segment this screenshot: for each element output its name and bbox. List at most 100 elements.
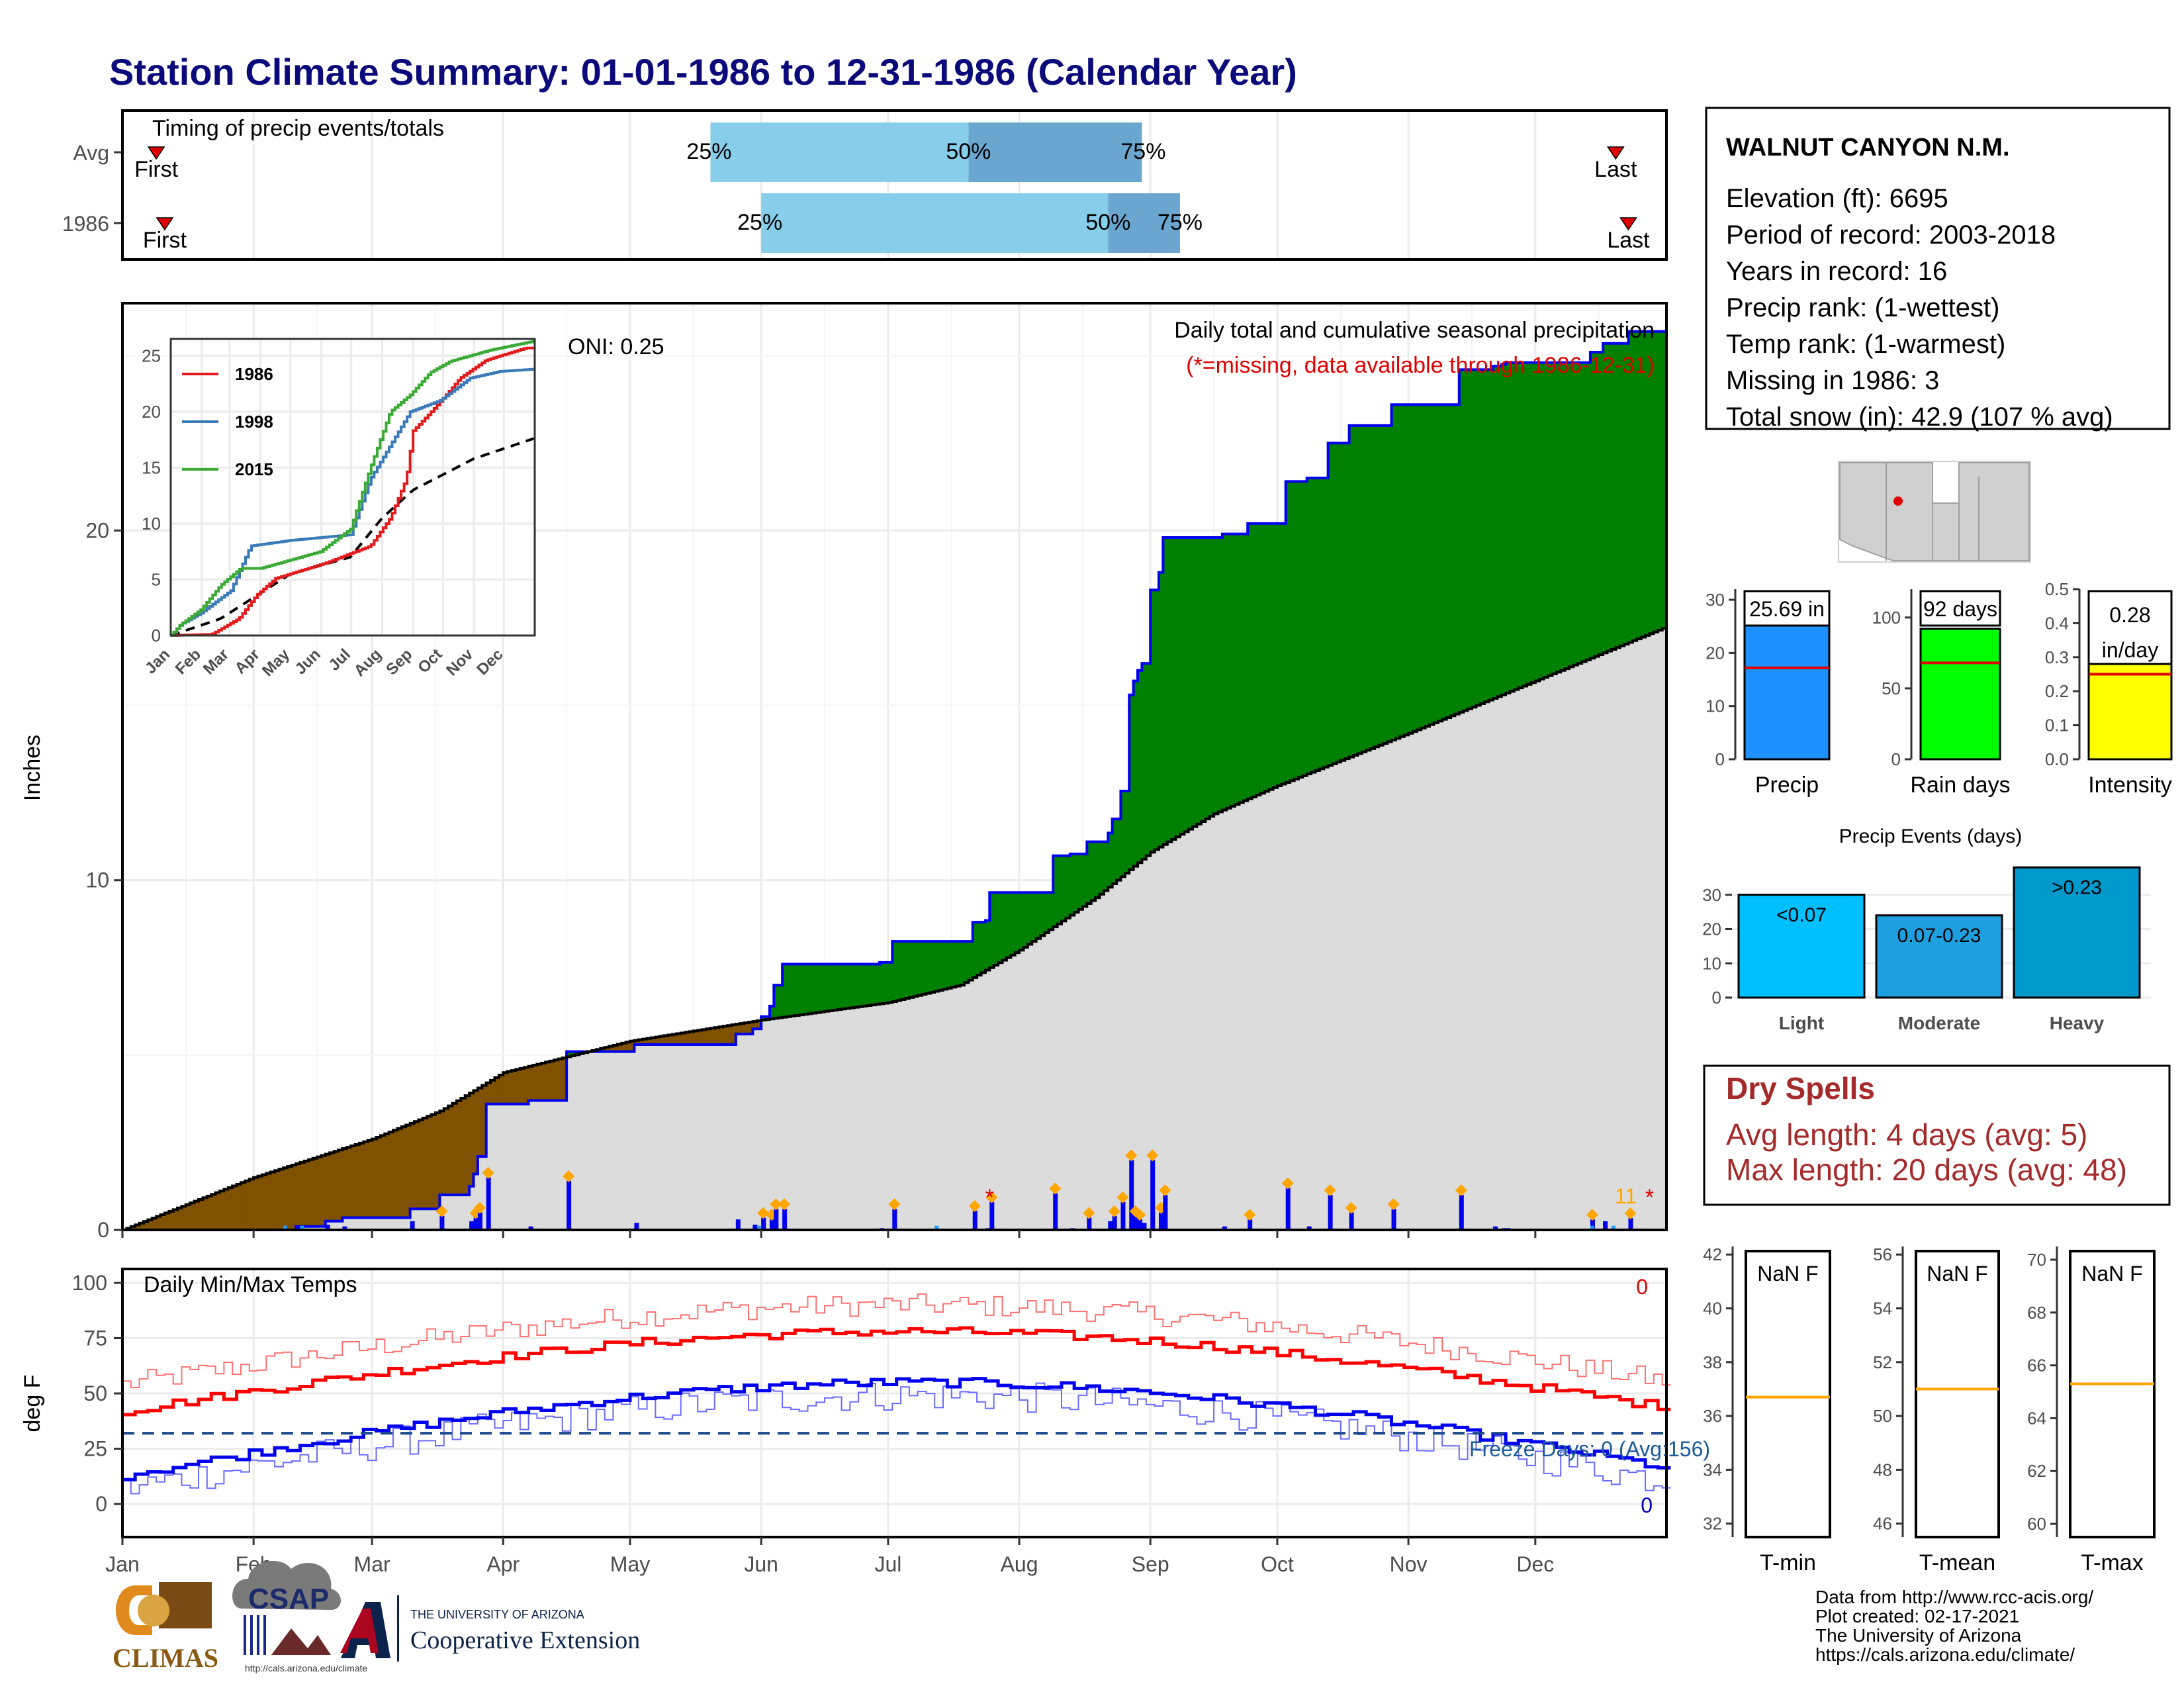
climas-logo: CLIMAS bbox=[113, 1582, 218, 1673]
station-info-line: Elevation (ft): 6695 bbox=[1726, 184, 1948, 213]
above-average-area bbox=[1315, 478, 1320, 771]
below-average-area bbox=[317, 1156, 322, 1227]
daily-precip-bar bbox=[1158, 1212, 1163, 1230]
daily-precip-bar bbox=[769, 1219, 774, 1230]
timing-bar-25-50 bbox=[710, 122, 969, 182]
above-average-area bbox=[1222, 534, 1227, 810]
above-average-area bbox=[1027, 892, 1032, 945]
daily-precip-bar bbox=[1142, 1223, 1147, 1230]
below-average-area bbox=[181, 1206, 187, 1230]
below-average-area bbox=[257, 1176, 263, 1230]
above-average-area bbox=[880, 962, 885, 1004]
below-average-area bbox=[477, 1088, 482, 1157]
below-average-area bbox=[363, 1141, 369, 1218]
above-average-area bbox=[1598, 352, 1604, 655]
above-average-area bbox=[1116, 819, 1122, 880]
below-average-area bbox=[220, 1191, 225, 1230]
summary-bar bbox=[1919, 628, 2001, 761]
above-average-area bbox=[1091, 841, 1096, 901]
dry-max-length: Max length: 20 days (avg: 48) bbox=[1726, 1152, 2127, 1187]
precip-y-tick-label: 0 bbox=[97, 1218, 109, 1242]
above-average-area bbox=[837, 964, 842, 1010]
above-average-area bbox=[1048, 892, 1054, 930]
events-y-tick-label: 10 bbox=[1702, 953, 1721, 973]
temps-x-tick-label: Jan bbox=[105, 1552, 140, 1576]
below-average-area bbox=[443, 1108, 449, 1196]
above-average-area bbox=[892, 941, 897, 1002]
above-average-area bbox=[960, 941, 965, 986]
above-average-area bbox=[1066, 855, 1071, 918]
inset-frame bbox=[169, 338, 536, 637]
last-marker bbox=[1606, 146, 1625, 160]
below-average-area bbox=[668, 1035, 673, 1045]
above-average-area bbox=[1188, 537, 1193, 829]
snow-marker bbox=[473, 1201, 486, 1214]
below-average-area bbox=[169, 1211, 174, 1230]
tsummary-box bbox=[2069, 1250, 2156, 1538]
snow-marker bbox=[482, 1166, 494, 1179]
daily-precip-bar bbox=[1120, 1201, 1126, 1230]
above-average-area bbox=[938, 941, 944, 990]
below-average-area bbox=[414, 1121, 420, 1209]
daily-precip-bar bbox=[1053, 1193, 1058, 1230]
daily-precip-bar bbox=[410, 1221, 415, 1230]
below-average-area bbox=[545, 1062, 551, 1101]
above-average-area bbox=[985, 920, 990, 970]
footer-line: Plot created: 02-17-2021 bbox=[1815, 1606, 2019, 1626]
above-average-area bbox=[1074, 854, 1079, 913]
below-average-area bbox=[456, 1100, 461, 1196]
below-average-area bbox=[621, 1043, 627, 1052]
below-average-area bbox=[439, 1111, 445, 1196]
above-average-area bbox=[1556, 362, 1561, 673]
below-average-area bbox=[367, 1140, 373, 1218]
snow-marker bbox=[757, 1207, 770, 1219]
above-average-area bbox=[972, 922, 978, 978]
below-average-area bbox=[249, 1179, 254, 1230]
below-average-area bbox=[613, 1045, 618, 1052]
above-average-area bbox=[1146, 663, 1151, 856]
above-average-area bbox=[1366, 425, 1371, 751]
above-average-area bbox=[934, 941, 940, 992]
daily-precip-bar bbox=[1150, 1160, 1156, 1230]
above-average-area bbox=[1455, 404, 1460, 714]
below-average-area bbox=[397, 1128, 402, 1218]
above-average-area bbox=[854, 964, 859, 1008]
daily-trace-bar bbox=[283, 1225, 287, 1230]
above-average-area bbox=[1120, 790, 1126, 877]
timing-p25-label: 25% bbox=[686, 139, 731, 164]
above-average-area bbox=[1053, 855, 1058, 927]
above-average-area bbox=[1214, 537, 1219, 814]
tsummary-y-tick-label: 46 bbox=[1873, 1514, 1892, 1534]
above-average-area bbox=[1484, 369, 1490, 702]
above-average-area bbox=[1425, 404, 1430, 727]
above-average-area bbox=[786, 964, 792, 1017]
above-average-area bbox=[858, 964, 864, 1007]
above-average-area bbox=[1061, 855, 1066, 921]
above-average-area bbox=[1662, 331, 1667, 629]
daily-trace-bar bbox=[300, 1225, 304, 1230]
temperature-panel: Daily Min/Max Temps Freeze Days: 0 (Avg:… bbox=[20, 1268, 1710, 1576]
tsummary-box bbox=[1745, 1250, 1831, 1538]
tsummary-y-tick-label: 60 bbox=[2027, 1514, 2046, 1534]
above-average-area bbox=[1057, 855, 1062, 924]
snow-marker bbox=[1387, 1198, 1400, 1211]
daily-precip-bar bbox=[1285, 1188, 1291, 1230]
above-average-area bbox=[1264, 523, 1269, 792]
precip-events-chart: Precip Events (days) 0 10 20 30 <0.07 Light 0.… bbox=[1702, 825, 2151, 1033]
daily-precip-bar bbox=[1492, 1226, 1498, 1230]
below-average-area bbox=[308, 1159, 314, 1227]
daily-trace-bar bbox=[1611, 1225, 1615, 1230]
above-average-area bbox=[841, 964, 846, 1009]
daily-precip-bar bbox=[528, 1226, 533, 1230]
inset-legend-label: 2015 bbox=[235, 459, 273, 479]
temps-bottom-count: 0 bbox=[1641, 1493, 1653, 1517]
inset-series-line bbox=[171, 346, 536, 637]
below-average-area bbox=[507, 1071, 512, 1104]
daily-precip-bar bbox=[774, 1209, 779, 1230]
above-average-area bbox=[1311, 478, 1316, 773]
above-average-area bbox=[1391, 404, 1396, 741]
snow-marker bbox=[1281, 1177, 1294, 1190]
snow-marker bbox=[1455, 1184, 1467, 1197]
above-average-area bbox=[1582, 362, 1587, 662]
